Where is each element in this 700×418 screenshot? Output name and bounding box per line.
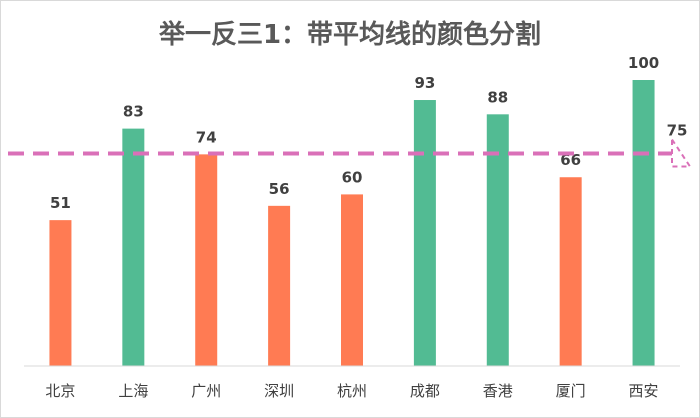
bar-3 <box>268 205 291 366</box>
category-label: 杭州 <box>337 382 367 400</box>
bar-5 <box>413 100 436 367</box>
category-label: 厦门 <box>556 382 586 400</box>
category-label: 成都 <box>410 382 440 400</box>
bar-value-label: 66 <box>560 151 581 169</box>
category-label: 广州 <box>191 382 221 400</box>
bar-6 <box>486 114 509 366</box>
category-label: 深圳 <box>264 382 294 400</box>
average-marker <box>671 136 692 168</box>
bar-2 <box>195 154 218 366</box>
bar-4 <box>341 194 363 366</box>
bar-7 <box>559 177 582 366</box>
category-label: 北京 <box>45 382 75 400</box>
bar-1 <box>122 128 145 366</box>
category-label: 西安 <box>629 382 659 400</box>
chart-title: 举一反三1：带平均线的颜色分割 <box>158 20 542 50</box>
bar-value-label: 56 <box>269 180 290 198</box>
bar-value-label: 60 <box>342 168 363 186</box>
bar-8 <box>632 80 655 366</box>
bar-value-label: 51 <box>50 194 71 212</box>
category-label: 上海 <box>118 382 148 400</box>
average-label: 75 <box>667 122 688 140</box>
bar-value-label: 74 <box>196 128 217 146</box>
bar-value-label: 83 <box>123 103 144 121</box>
category-label: 香港 <box>483 382 513 400</box>
bar-0 <box>49 220 72 366</box>
bar-value-label: 88 <box>487 88 508 106</box>
bar-value-label: 100 <box>628 54 659 72</box>
bar-value-label: 93 <box>414 74 435 92</box>
